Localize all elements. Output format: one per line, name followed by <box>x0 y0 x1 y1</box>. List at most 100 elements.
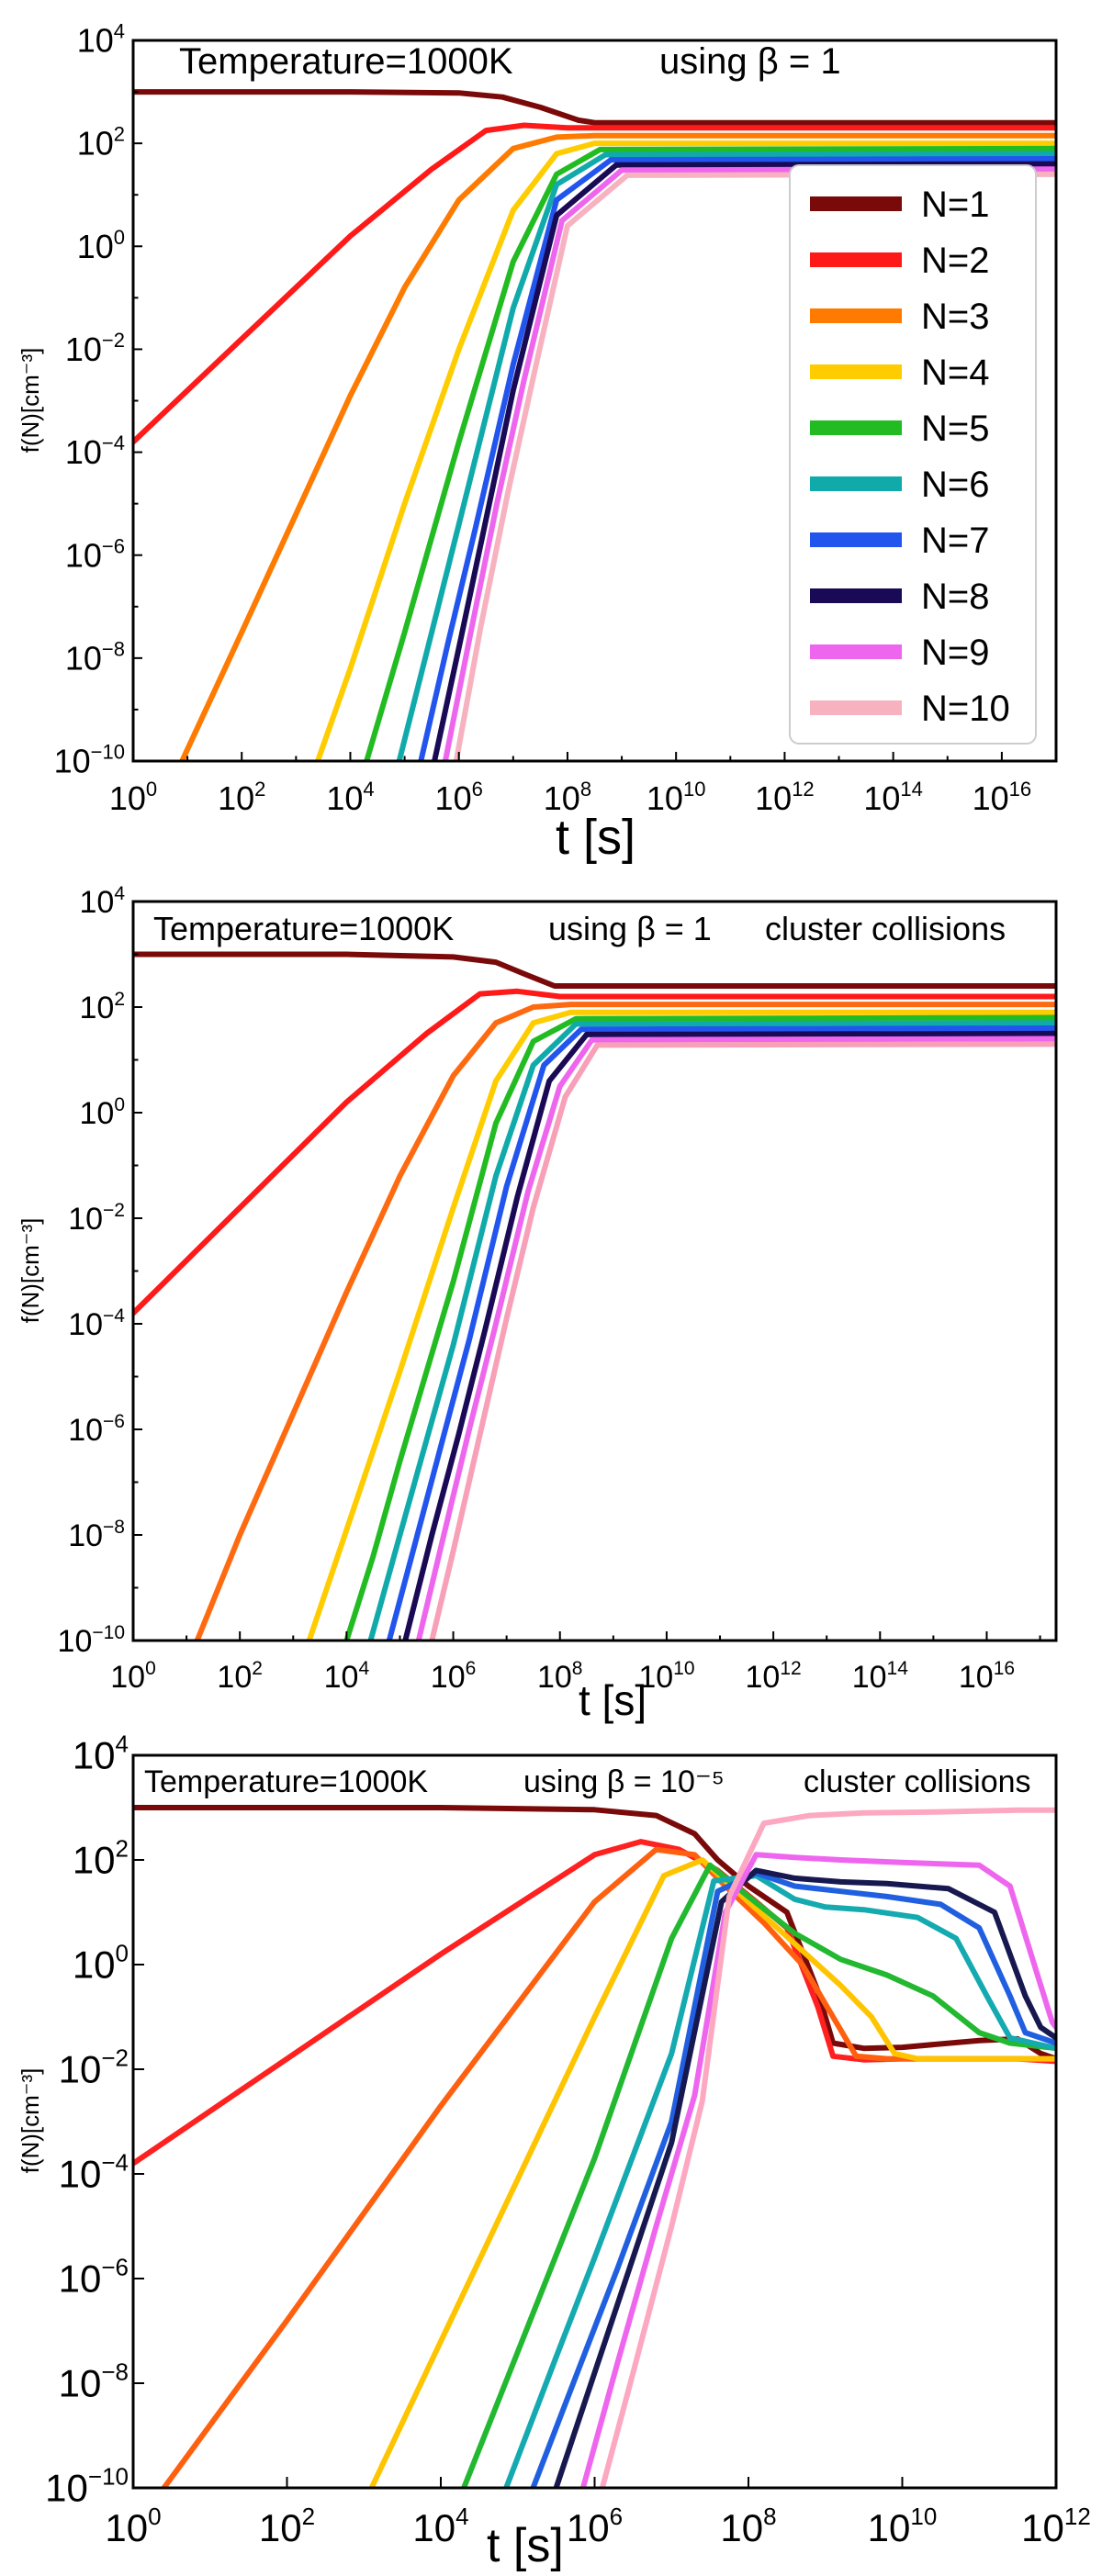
legend-label-n9: N=9 <box>921 633 990 673</box>
panel-middle-curve-n8 <box>402 1030 1056 1641</box>
panel-middle-xtick-label: 106 <box>431 1658 477 1695</box>
panel-top-xtick-label: 104 <box>326 778 374 817</box>
panel-middle-ytick-label: 104 <box>79 883 125 920</box>
panel-middle-ytick-label: 10−4 <box>68 1305 125 1342</box>
panel-top-ytick-label: 104 <box>77 20 125 60</box>
panel-top-ytick-label: 10−4 <box>65 431 125 471</box>
panel-middle-xtick-label: 104 <box>324 1658 370 1695</box>
panel-top-xtick-label: 1010 <box>647 778 706 817</box>
legend-label-n3: N=3 <box>921 297 990 337</box>
panel-top-xtick-label: 100 <box>109 778 157 817</box>
panel-bottom-curve-n5 <box>461 1862 1056 2488</box>
panel-top-curves <box>133 89 1056 761</box>
panel-top-xtick-label: 108 <box>544 778 591 817</box>
panel-bottom-ytick-label: 102 <box>73 1835 129 1882</box>
panel-top-curve-n6 <box>396 151 1056 761</box>
panel-bottom-xtick-label: 104 <box>412 2503 468 2549</box>
panel-top-curve-n10 <box>453 171 1056 761</box>
panel-top-ticks: 100 102 104 106 108 1010 1012 1014 1016 10−10 10−8… <box>54 20 1057 817</box>
panel-bottom-ytick-label: 10−10 <box>45 2463 129 2510</box>
panel-top-xtick-label: 1016 <box>973 778 1032 817</box>
panel-top-curve-n1 <box>133 89 1056 126</box>
panel-top-ytick-label: 10−6 <box>65 534 125 574</box>
legend-label-n4: N=4 <box>921 353 990 393</box>
panel-top-curve-n2 <box>133 122 1056 445</box>
panel-middle-curve-n6 <box>367 1020 1056 1641</box>
panel-middle-title-beta: using β = 1 <box>548 910 712 947</box>
legend-label-n7: N=7 <box>921 521 990 561</box>
panel-middle-curve-n1 <box>133 951 1056 989</box>
panel-middle-xtick-label: 1012 <box>746 1658 802 1695</box>
panel-bottom-curve-n8 <box>553 1867 1056 2488</box>
panel-middle-xtick-label: 108 <box>537 1658 583 1695</box>
panel-top-title-beta: using β = 1 <box>659 41 841 82</box>
panel-bottom-xtick-label: 100 <box>105 2503 161 2549</box>
panel-bottom-curve-n2 <box>133 1839 1056 2167</box>
panel-bottom-ytick-label: 104 <box>73 1730 129 1777</box>
legend-label-n1: N=1 <box>921 185 990 225</box>
panel-middle-xtick-label: 102 <box>217 1658 263 1695</box>
panel-bottom-curve-n9 <box>579 1852 1056 2488</box>
panel-top-xtick-label: 1012 <box>755 778 815 817</box>
panel-top-xtick-label: 102 <box>218 778 265 817</box>
panel-middle-curve-n7 <box>386 1025 1056 1641</box>
panel-middle-ytick-label: 102 <box>79 989 125 1025</box>
panel-top-curve-n7 <box>418 156 1056 761</box>
panel-bottom-ylabel: f(N)[cm⁻³] <box>17 2068 44 2174</box>
panel-bottom-ytick-label: 10−6 <box>59 2254 129 2301</box>
panel-top-curve-n4 <box>315 140 1056 761</box>
panel-middle-curve-n9 <box>415 1036 1056 1641</box>
panel-bottom-curves <box>133 1805 1056 2488</box>
panel-middle-title-extra: cluster collisions <box>765 910 1006 947</box>
panel-bottom-ytick-label: 100 <box>73 1940 129 1987</box>
panel-bottom-title-temp: Temperature=1000K <box>144 1764 428 1799</box>
legend-label-n5: N=5 <box>921 409 990 449</box>
panel-middle-ytick-label: 10−6 <box>68 1411 125 1448</box>
panel-bottom-xtick-label: 1012 <box>1021 2503 1091 2549</box>
panel-bottom-curve-n10 <box>599 1807 1056 2488</box>
legend-label-n10: N=10 <box>921 689 1010 729</box>
panel-bottom-ytick-label: 10−4 <box>59 2149 129 2196</box>
panel-middle-curves <box>133 951 1056 1641</box>
panel-bottom-curve-n4 <box>368 1857 1056 2488</box>
panel-middle-ylabel: f(N)[cm⁻³] <box>17 1218 44 1324</box>
panel-bottom-curve-n6 <box>503 1873 1056 2488</box>
panel-top-curve-n3 <box>179 132 1056 761</box>
panel-top-xtick-label: 1014 <box>863 778 923 817</box>
panel-bottom-ticks: 100 102 104 106 108 1010 1012 10−10 10−8 10−6 10−4… <box>45 1730 1091 2549</box>
panel-middle-curve-n10 <box>429 1041 1056 1641</box>
panel-top-ylabel: f(N)[cm⁻³] <box>17 348 44 454</box>
panel-bottom-xlabel: t [s] <box>487 2519 564 2572</box>
panel-top-ytick-label: 100 <box>77 226 125 265</box>
panel-bottom-title-beta: using β = 10⁻⁵ <box>523 1764 725 1799</box>
panel-middle-ytick-label: 10−8 <box>68 1517 125 1553</box>
panel-bottom-xtick-label: 108 <box>720 2503 776 2549</box>
panel-top-ytick-label: 10−10 <box>54 741 125 780</box>
panel-top-title-temp: Temperature=1000K <box>179 41 513 82</box>
panel-bottom-curve-n7 <box>530 1870 1056 2488</box>
panel-middle-curve-n3 <box>194 1002 1056 1641</box>
panel-bottom-title-extra: cluster collisions <box>804 1764 1031 1799</box>
panel-middle-xtick-label: 100 <box>110 1658 156 1695</box>
panel-middle-xtick-label: 1010 <box>638 1658 694 1695</box>
legend-label-n6: N=6 <box>921 465 990 505</box>
legend-label-n2: N=2 <box>921 241 990 281</box>
panel-top-xtick-label: 106 <box>435 778 483 817</box>
panel-middle-ytick-label: 10−10 <box>58 1622 125 1659</box>
panel-middle-ytick-label: 10−2 <box>68 1200 125 1237</box>
panel-bottom-curve-n3 <box>161 1846 1056 2488</box>
panel-middle-xtick-label: 1016 <box>959 1658 1015 1695</box>
panel-middle-xlabel: t [s] <box>579 1676 647 1724</box>
panel-bottom-ytick-label: 10−2 <box>59 2044 129 2091</box>
panel-middle: 100 102 104 106 108 1010 1012 1014 1016 10−10 10−8… <box>17 883 1058 1724</box>
panel-middle-xtick-label: 1014 <box>852 1658 909 1695</box>
panel-top-curve-n9 <box>442 166 1056 761</box>
legend: N=1 N=2 N=3 N=4 N=5 N=6 N=7 N=8 N=9 N=10 <box>789 164 1037 745</box>
legend-label-n8: N=8 <box>921 577 990 617</box>
panel-bottom-xtick-label: 106 <box>567 2503 623 2549</box>
panel-bottom: 100 102 104 106 108 1010 1012 10−10 10−8 10−6 10−4… <box>17 1730 1091 2572</box>
panel-middle-title-temp: Temperature=1000K <box>153 910 454 947</box>
panel-bottom-ytick-label: 10−8 <box>59 2358 129 2405</box>
panel-top-ytick-label: 10−8 <box>65 637 125 677</box>
